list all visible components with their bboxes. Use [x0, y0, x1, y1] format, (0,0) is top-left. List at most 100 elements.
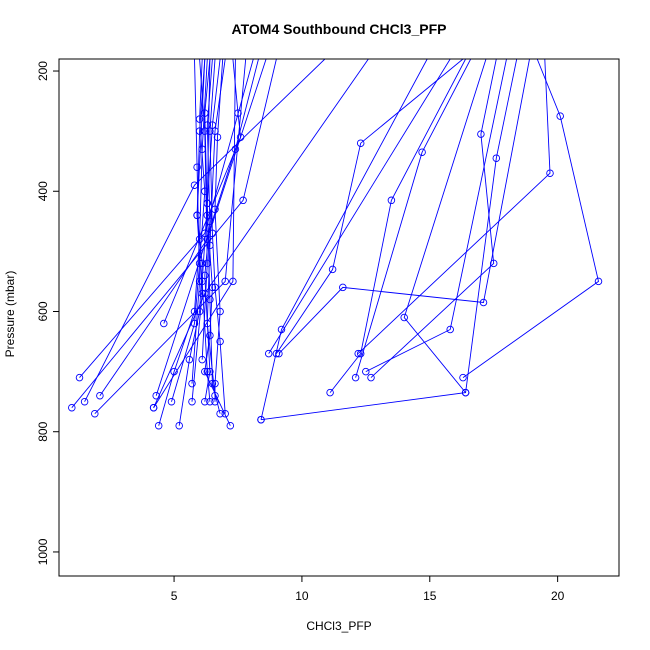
- data-point-22-2: [201, 289, 209, 298]
- data-point-10-3: [206, 295, 214, 304]
- data-point-29-2: [479, 298, 488, 307]
- series-line-3: [204, 59, 231, 426]
- data-point-26-3: [351, 373, 360, 382]
- data-point-28-2: [477, 130, 485, 138]
- data-point-7-6: [167, 397, 176, 406]
- data-point-6-5: [211, 379, 219, 388]
- data-point-33-3: [461, 388, 470, 397]
- x-axis-label: CHCl3_PFP: [306, 619, 371, 633]
- data-point-31-3: [354, 349, 362, 358]
- data-point-3-5: [206, 331, 214, 340]
- data-point-8-6: [201, 397, 209, 406]
- data-point-18-3: [152, 391, 160, 400]
- data-point-25-4: [272, 349, 281, 358]
- data-point-25-3: [328, 265, 337, 274]
- data-point-29-3: [339, 283, 347, 292]
- data-point-5-5: [203, 367, 212, 376]
- series-line-22: [153, 59, 369, 408]
- series-line-24: [268, 59, 451, 354]
- series-line-21: [84, 59, 326, 402]
- series-line-12: [199, 59, 208, 360]
- series-line-34: [365, 59, 507, 373]
- series-line-11: [191, 59, 201, 384]
- data-point-13-3: [206, 241, 214, 250]
- data-point-4-4: [211, 283, 219, 292]
- data-point-20-3: [68, 403, 76, 412]
- data-point-9-4: [188, 397, 196, 406]
- series-line-27: [329, 59, 466, 393]
- data-point-29-4: [275, 349, 283, 358]
- data-point-5-6: [206, 397, 214, 406]
- data-point-21-3: [80, 397, 89, 406]
- x-tick-label: 5: [171, 589, 178, 603]
- data-point-30-3: [594, 277, 603, 286]
- data-point-17-3: [75, 373, 84, 382]
- series-group: [68, 59, 603, 430]
- series-line-20: [71, 59, 277, 408]
- data-point-32-4: [257, 415, 265, 424]
- data-point-10-5: [216, 409, 224, 418]
- data-point-13-5: [211, 391, 219, 400]
- data-point-34-3: [362, 367, 370, 376]
- data-point-28-3: [489, 259, 498, 268]
- series-line-7: [171, 59, 206, 402]
- x-tick-label: 20: [551, 589, 565, 603]
- series-line-33: [403, 59, 487, 393]
- data-point-11-2: [193, 163, 201, 171]
- data-point-1-6: [185, 355, 194, 364]
- data-point-3-7: [226, 421, 235, 430]
- data-point-12-2: [201, 127, 209, 135]
- data-point-8-4: [201, 271, 209, 280]
- data-point-15-4: [160, 319, 168, 328]
- data-point-13-4: [203, 319, 212, 328]
- axes: 5 10 15 20 200 400 600 800 1000: [36, 58, 620, 603]
- series-line-9: [191, 59, 206, 402]
- data-point-19-3: [96, 391, 104, 400]
- data-point-2-6: [154, 421, 163, 430]
- series-line-4: [209, 59, 226, 414]
- series-line-1: [178, 59, 206, 426]
- data-point-34-2: [446, 325, 454, 334]
- data-point-27-2: [387, 196, 396, 205]
- series-line-13: [206, 59, 226, 396]
- series-line-14: [153, 59, 236, 408]
- series-line-19: [99, 59, 267, 396]
- data-point-25-2: [356, 139, 365, 147]
- data-point-32-2: [492, 154, 501, 162]
- data-point-14-2: [229, 277, 237, 286]
- series-line-18: [155, 59, 259, 396]
- data-point-1-7: [175, 421, 183, 430]
- data-point-9-2: [193, 211, 201, 220]
- series-line-16: [94, 59, 247, 415]
- plot-marks: [68, 59, 603, 430]
- series-line-32: [260, 59, 518, 421]
- y-tick-label: 400: [36, 181, 50, 201]
- data-point-6-6: [211, 397, 219, 406]
- data-point-27-3: [356, 349, 365, 358]
- y-tick-label: 800: [36, 421, 50, 441]
- data-point-6-4: [216, 307, 224, 316]
- data-point-31-2: [546, 169, 554, 177]
- data-point-26-2: [418, 148, 426, 156]
- data-point-30-2: [556, 112, 564, 120]
- y-tick-label: 1000: [36, 538, 50, 565]
- series-line-31: [357, 59, 551, 354]
- y-axis-label: Pressure (mbar): [3, 271, 17, 358]
- x-tick-label: 10: [295, 589, 309, 603]
- y-tick-label: 200: [36, 61, 50, 81]
- data-point-16-2: [221, 277, 229, 286]
- series-line-30: [462, 59, 600, 378]
- data-point-4-6: [221, 409, 229, 418]
- data-point-27-4: [326, 388, 334, 397]
- data-point-6-2: [213, 133, 222, 141]
- data-point-4-5: [216, 337, 224, 346]
- data-point-13-2: [211, 127, 219, 135]
- data-point-21-2: [190, 181, 199, 189]
- data-point-22-3: [149, 403, 158, 412]
- data-point-12-4: [198, 355, 206, 364]
- series-line-25: [276, 59, 464, 354]
- data-point-10-4: [208, 379, 217, 388]
- data-point-11-4: [188, 379, 196, 388]
